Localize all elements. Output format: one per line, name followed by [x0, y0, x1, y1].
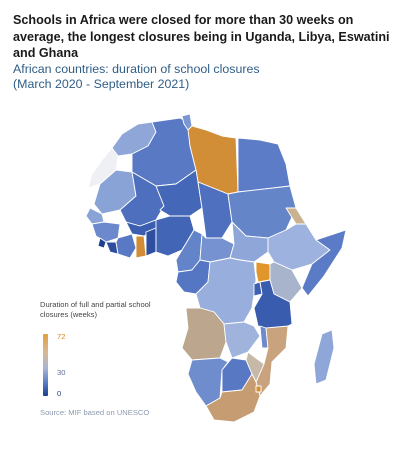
country-eswatini: [255, 385, 262, 393]
country-togo-benin: [145, 227, 157, 257]
country-sierra-leone: [97, 237, 107, 249]
africa-map: [85, 113, 347, 422]
legend-title: Duration of full and partial school clos…: [40, 300, 151, 319]
country-mozambique: [255, 325, 289, 397]
country-cote-divoire: [115, 233, 137, 259]
country-angola: [181, 307, 227, 361]
subtitle-line-2: (March 2020 - September 2021): [13, 76, 190, 91]
country-zambia: [223, 321, 261, 359]
legend-color-scale: [43, 334, 48, 396]
subtitle: African countries: duration of school cl…: [13, 62, 405, 91]
subtitle-line-1: African countries: duration of school cl…: [13, 62, 260, 76]
legend-mid-label: 30: [57, 368, 66, 377]
country-somalia: [301, 229, 347, 297]
legend-min-label: 0: [57, 389, 62, 398]
country-uganda: [255, 261, 271, 283]
country-egypt: [237, 137, 291, 193]
country-guinea: [91, 221, 121, 243]
headline: Schools in Africa were closed for more t…: [13, 13, 390, 60]
country-ghana: [135, 235, 147, 259]
country-south-africa: [205, 373, 261, 422]
country-western-sahara: [87, 147, 119, 189]
country-madagascar: [313, 329, 335, 385]
legend-max-label: 72: [57, 332, 66, 341]
source-note: Source: MIF based on UNESCO: [40, 408, 150, 417]
